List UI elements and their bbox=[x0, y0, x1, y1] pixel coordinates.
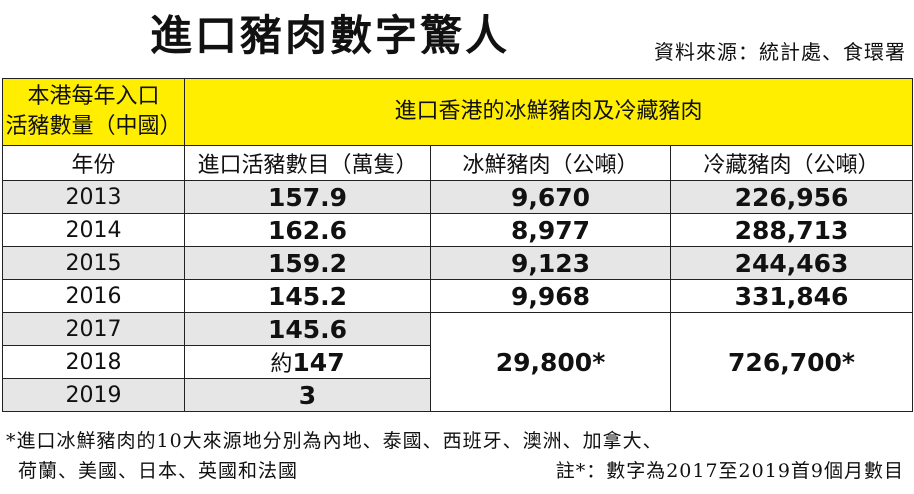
table-row: 2016 145.2 9,968 331,846 bbox=[2, 279, 914, 313]
table-row: 2019 3 bbox=[2, 378, 913, 412]
frozen-pork-cell: 226,956 bbox=[669, 180, 914, 214]
table-row: 2013 157.9 9,670 226,956 bbox=[2, 180, 914, 214]
footnote-sources-line1: *進口冰鮮豬肉的10大來源地分別為內地、泰國、西班牙、澳洲、加拿大、 bbox=[6, 430, 663, 452]
page-title: 進口豬肉數字驚人 bbox=[150, 11, 511, 60]
table-group-header-row: 本港每年入口 活豬數量（中國） 進口香港的冰鮮豬肉及冷藏豬肉 bbox=[2, 78, 914, 146]
year-cell: 2014 bbox=[2, 213, 185, 247]
footnote-asterisk-note: 註*：數字為2017至2019首9個月數目 bbox=[555, 460, 904, 482]
table-row: 2015 159.2 9,123 244,463 bbox=[2, 246, 914, 280]
frozen-pork-cell: 244,463 bbox=[669, 246, 914, 280]
chilled-pork-merged-cell: 29,800* bbox=[430, 312, 671, 412]
header-live-pigs-group: 本港每年入口 活豬數量（中國） bbox=[2, 78, 185, 146]
col-header-year: 年份 bbox=[2, 145, 185, 181]
live-pigs-cell: 145.2 bbox=[184, 279, 431, 313]
year-cell: 2017 bbox=[2, 312, 185, 346]
footnote-sources-line2: 荷蘭、美國、日本、英國和法國 bbox=[18, 460, 299, 482]
chilled-pork-cell: 9,968 bbox=[430, 279, 671, 313]
year-cell: 2013 bbox=[2, 180, 185, 214]
year-cell: 2016 bbox=[2, 279, 185, 313]
live-pigs-cell: 157.9 bbox=[184, 180, 431, 214]
col-header-chilled-pork: 冰鮮豬肉（公噸） bbox=[430, 145, 671, 181]
approx-prefix: 約 bbox=[270, 352, 293, 377]
table-column-header-row: 年份 進口活豬數目（萬隻） 冰鮮豬肉（公噸） 冷藏豬肉（公噸） bbox=[2, 145, 914, 181]
frozen-pork-cell: 331,846 bbox=[669, 279, 914, 313]
live-pigs-cell: 145.6 bbox=[184, 312, 431, 346]
chilled-pork-cell: 9,123 bbox=[430, 246, 671, 280]
year-cell: 2015 bbox=[2, 246, 185, 280]
year-cell: 2018 bbox=[2, 345, 185, 379]
header-imported-pork-group: 進口香港的冰鮮豬肉及冷藏豬肉 bbox=[183, 78, 914, 146]
col-header-frozen-pork: 冷藏豬肉（公噸） bbox=[669, 145, 914, 181]
live-pigs-value: 147 bbox=[292, 348, 345, 377]
live-pigs-cell: 159.2 bbox=[184, 246, 431, 280]
source-credit: 資料來源：統計處、食環署 bbox=[654, 40, 906, 64]
frozen-pork-merged-cell: 726,700* bbox=[669, 312, 914, 412]
table-row: 2018 約147 bbox=[2, 345, 913, 379]
pork-import-table: 本港每年入口 活豬數量（中國） 進口香港的冰鮮豬肉及冷藏豬肉 年份 進口活豬數目… bbox=[2, 78, 914, 412]
frozen-pork-cell: 288,713 bbox=[669, 213, 914, 247]
live-pigs-cell: 162.6 bbox=[184, 213, 431, 247]
live-pigs-cell: 3 bbox=[184, 378, 431, 412]
col-header-live-pigs: 進口活豬數目（萬隻） bbox=[184, 145, 431, 181]
year-cell: 2019 bbox=[2, 378, 185, 412]
table-row: 2014 162.6 8,977 288,713 bbox=[2, 213, 914, 247]
table-row: 2017 145.6 29,800* 726,700* bbox=[2, 312, 914, 412]
live-pigs-cell: 約147 bbox=[184, 345, 431, 379]
chilled-pork-cell: 8,977 bbox=[430, 213, 671, 247]
chilled-pork-cell: 9,670 bbox=[430, 180, 671, 214]
